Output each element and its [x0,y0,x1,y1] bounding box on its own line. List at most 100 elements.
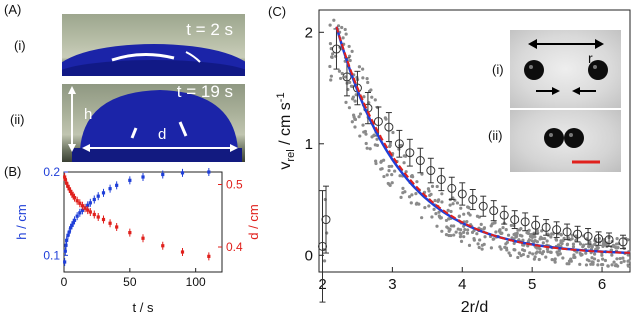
chart-c-raw-point [559,239,563,243]
chart-b-point-d [70,192,74,196]
chart-c-raw-point [513,232,517,236]
chart-c-mean-point [583,231,593,241]
chart-c-raw-point [410,193,414,197]
chart-c-raw-point [347,44,351,49]
chart-c-raw-point [535,250,539,254]
chart-c-raw-point [601,239,606,243]
chart-c-raw-point [420,172,424,176]
chart-c-raw-point [368,147,372,151]
panel-a-sub-ii-label: (ii) [10,112,25,127]
chart-c-raw-point [571,245,576,249]
chart-c-raw-point [456,227,460,231]
chart-b-point-d [88,210,92,214]
chart-c-raw-point [596,259,600,263]
chart-c-mean-point [342,72,352,82]
chart-c-raw-point [501,225,505,230]
chart-b-point-h [141,175,145,179]
chart-c-raw-point [541,249,546,254]
chart-c-raw-point [529,232,533,237]
chart-c-raw-point [517,251,521,255]
chart-c-raw-point [498,245,502,249]
chart-c-raw-point [539,235,543,239]
width-arrow-head-left [82,144,90,152]
chart-c-raw-point [520,248,525,252]
chart-b-point-h [78,211,82,215]
chart-c-raw-point [535,240,540,244]
inset-photo-contact [510,110,621,172]
chart-b-point-d [75,199,79,203]
chart-c-mean-point [531,220,541,230]
chart-c-raw-point [437,210,441,214]
time-label-early: t = 2 s [186,20,233,39]
particle-contact-right-shine [569,133,573,137]
chart-c-raw-point [357,115,361,119]
droplet-photo-late: t = 19 s h d [62,84,245,162]
chart-c-raw-point [610,253,614,257]
inset-photo-separated: r [510,30,621,108]
chart-c-raw-point [375,143,380,147]
chart-c-raw-point [362,95,366,99]
chart-c-x-tick-label: 5 [528,276,536,293]
chart-c-raw-point [349,84,354,88]
chart-b-point-d [108,221,112,225]
chart-c-raw-point [387,164,391,169]
chart-c-x-tick-label: 4 [458,276,466,293]
chart-b-point-d [72,196,77,200]
chart-c-raw-point [340,71,344,76]
chart-c-raw-point [462,212,466,216]
chart-c-raw-point [414,192,418,196]
particle-contact-right [564,128,584,148]
chart-c-raw-point [347,106,352,110]
panel-b-label: (B) [4,164,22,179]
chart-c-raw-point [380,167,384,171]
chart-c-raw-point [533,235,537,239]
droplet-early-highlight-left [111,53,175,62]
chart-c-raw-point [614,242,619,246]
particle-right-shine [593,65,597,69]
chart-c-raw-point [362,130,366,134]
inset-i-label: (i) [492,62,504,77]
chart-b-point-d [86,208,90,212]
chart-c-raw-point [613,264,618,268]
chart-c-raw-point [596,246,600,250]
chart-b-point-d [66,184,70,188]
chart-c-raw-point [535,228,539,233]
chart-c-mean-point [618,237,628,247]
diameter-symbol: d [158,126,167,143]
chart-b-point-h [67,230,71,234]
chart-c-raw-point [479,222,483,226]
particle-right [588,60,608,80]
chart-c-raw-point [492,221,496,225]
chart-c-x-tick-label: 3 [388,276,396,293]
chart-c-raw-point [467,243,472,247]
chart-c-raw-point [528,251,532,255]
time-label-late: t = 19 s [176,84,233,101]
chart-c-raw-point [626,264,631,268]
chart-c-raw-point [458,231,462,235]
chart-c-raw-point [565,262,569,266]
chart-c-raw-point [448,227,452,232]
chart-c-mean-point [447,183,457,193]
chart-b-point-h [70,223,74,227]
chart-c-raw-point [515,234,519,238]
chart-c-raw-point [543,236,547,241]
chart-c-mean-point [562,227,572,237]
chart-c-raw-point [557,248,561,253]
chart-c-raw-point [572,255,576,259]
chart-c-raw-point [492,237,496,241]
chart-c-raw-point [513,248,517,252]
chart-c-raw-point [475,232,479,236]
chart-c-raw-point [358,134,362,138]
chart-c-raw-point [574,234,578,238]
chart-c-raw-point [432,207,436,212]
chart-c-raw-point [447,217,451,221]
chart-c-y-tick-label: 2 [305,24,313,41]
chart-c-raw-point [455,201,460,205]
chart-c-raw-point [526,254,530,258]
chart-c-mean-point [552,225,562,235]
chart-b-point-h [180,171,185,175]
chart-c-raw-point [606,264,610,268]
chart-b-point-h [65,238,69,242]
chart-c-raw-point [584,263,589,267]
